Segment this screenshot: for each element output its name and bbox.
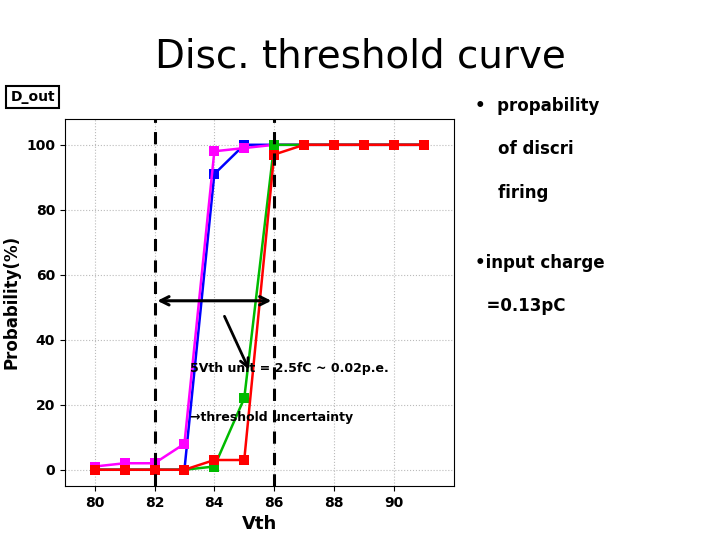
Text: D_out: D_out (10, 90, 55, 104)
Text: =0.13pC: =0.13pC (475, 297, 566, 315)
Text: •  propability: • propability (475, 97, 600, 115)
X-axis label: Vth: Vth (242, 515, 276, 534)
Text: of discri: of discri (475, 140, 574, 158)
Text: →threshold uncertainty: →threshold uncertainty (190, 411, 354, 424)
Text: 5Vth unit = 2.5fC ~ 0.02p.e.: 5Vth unit = 2.5fC ~ 0.02p.e. (190, 362, 390, 375)
Y-axis label: Probability(%): Probability(%) (3, 235, 21, 369)
Text: Disc. threshold curve: Disc. threshold curve (155, 38, 565, 76)
Text: firing: firing (475, 184, 549, 201)
Text: •input charge: •input charge (475, 254, 605, 272)
